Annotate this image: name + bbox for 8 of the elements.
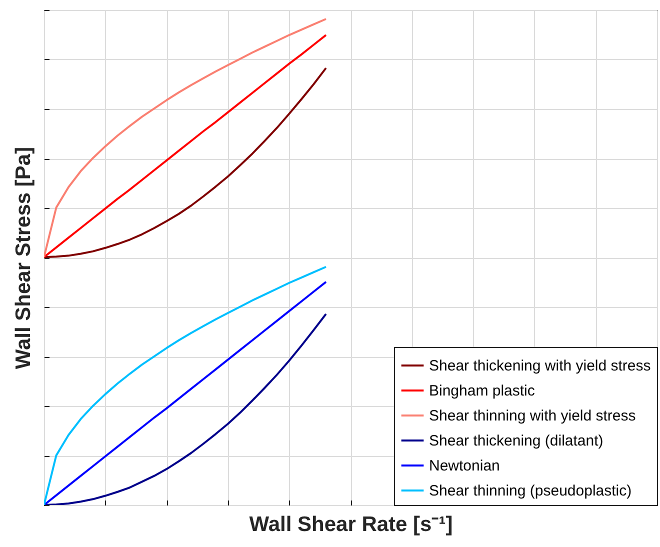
legend-label: Newtonian <box>429 458 500 474</box>
x-axis-title: Wall Shear Rate [s⁻¹] <box>249 513 453 536</box>
y-axis-title: Wall Shear Stress [Pa] <box>12 146 35 370</box>
legend-label: Shear thickening with yield stress <box>429 358 651 374</box>
legend-label: Shear thinning with yield stress <box>429 408 636 424</box>
legend-label: Shear thinning (pseudoplastic) <box>429 482 632 500</box>
legend-label: Bingham plastic <box>429 382 536 400</box>
legend-label: Shear thickening (dilatant) <box>429 432 604 450</box>
